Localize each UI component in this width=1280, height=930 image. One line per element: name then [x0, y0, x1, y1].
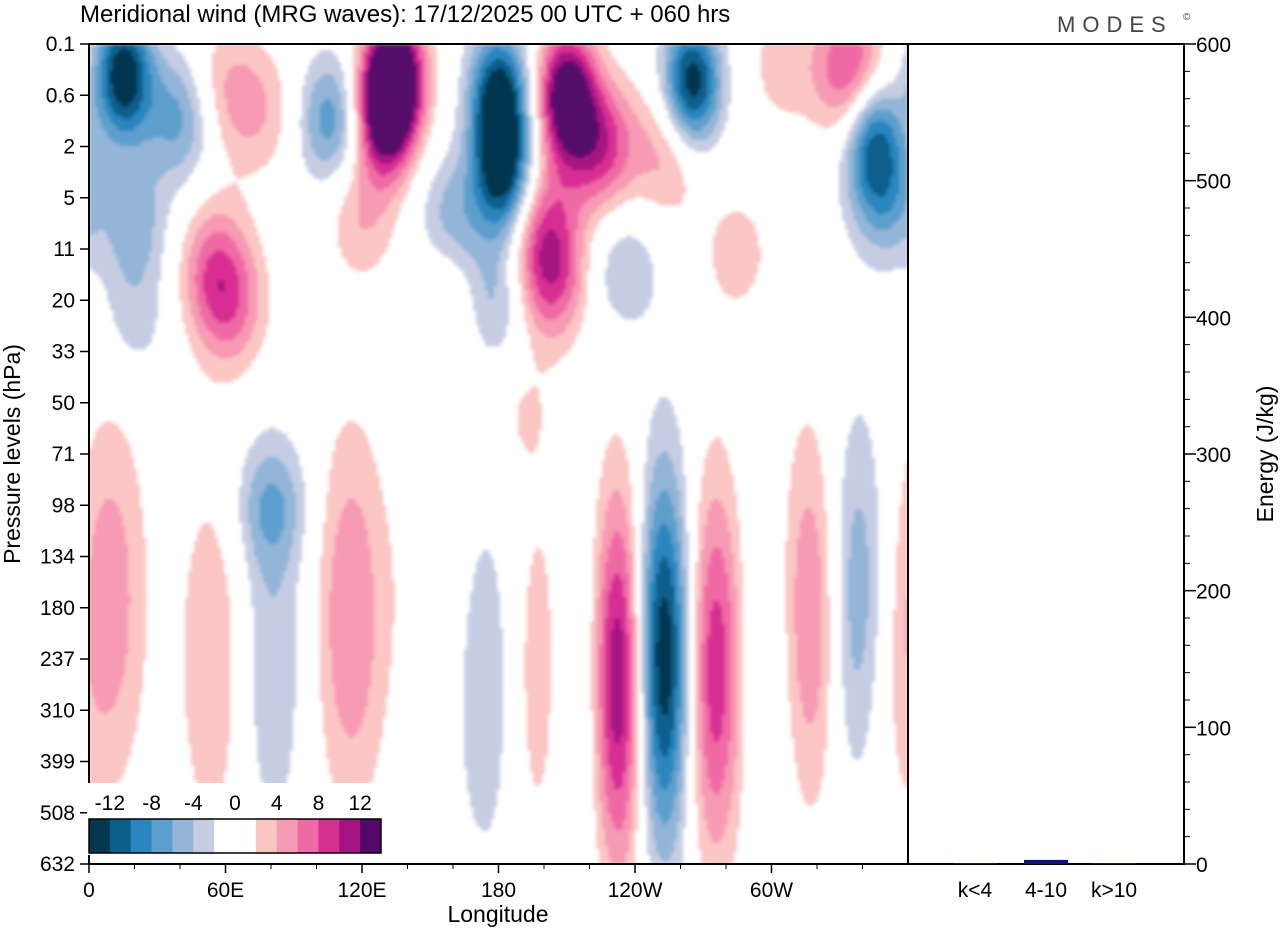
energy-category-label: k<4: [958, 879, 993, 902]
y-tick-label: 2: [63, 136, 75, 159]
y-tick-label: 33: [52, 341, 75, 364]
colorbar-label: 4: [271, 792, 283, 815]
x-tick-label: 0: [83, 879, 95, 902]
x-tick-label: 60E: [207, 879, 244, 902]
y-tick-label: 134: [40, 546, 75, 569]
colorbar-swatch: [297, 819, 319, 853]
x-axis-ticks: [88, 864, 863, 873]
y-tick-label: 180: [40, 597, 75, 620]
y-tick-label: 0.6: [46, 84, 75, 107]
colorbar-label: -8: [142, 792, 161, 815]
colorbar-swatch: [172, 819, 194, 853]
y-tick-label: 20: [52, 289, 75, 312]
colorbar-label: 8: [313, 792, 325, 815]
y-tick-label: 399: [40, 751, 75, 774]
x-tick-label: 120W: [608, 879, 663, 902]
energy-axis-ticks: 0 100 200 300 400 500 600: [1184, 34, 1231, 877]
chart-title: Meridional wind (MRG waves): 17/12/2025 …: [80, 1, 730, 28]
y-axis-ticks: [80, 43, 89, 865]
colorbar-label: 12: [348, 792, 371, 815]
x-tick-label: 120E: [337, 879, 386, 902]
energy-bar: [1092, 863, 1136, 864]
colorbar-swatch: [109, 819, 132, 853]
energy-tick-label: 0: [1196, 854, 1208, 877]
brand-mark: ©: [1183, 12, 1191, 23]
energy-bar: [953, 863, 997, 864]
x-tick-label: 60W: [750, 879, 793, 902]
y-tick-label: 98: [52, 494, 75, 517]
energy-bar: [1024, 859, 1068, 864]
y-tick-label: 71: [52, 443, 75, 466]
colorbar-label: 0: [229, 792, 241, 815]
energy-category-label: 4-10: [1025, 879, 1067, 902]
energy-tick-label: 500: [1196, 171, 1231, 194]
brand-logo: MODES: [1057, 12, 1173, 37]
energy-category-labels: k<4 4-10 k>10: [958, 879, 1137, 902]
colorbar-label: -12: [95, 792, 125, 815]
y-tick-label: 11: [53, 238, 75, 261]
y-axis-title: Pressure levels (hPa): [0, 344, 25, 564]
energy-axis-title: Energy (J/kg): [1252, 386, 1278, 523]
y-tick-label: 0.1: [46, 33, 75, 56]
colorbar: -12 -8 -4 0 4 8 12: [87, 783, 383, 855]
colorbar-frame: [88, 818, 382, 854]
energy-bars: [953, 859, 1136, 864]
colorbar-swatch: [318, 819, 340, 853]
energy-category-label: k>10: [1091, 879, 1137, 902]
x-axis-labels: 0 60E 120E 180 120W 60W: [83, 879, 793, 902]
x-tick-label: 180: [481, 879, 516, 902]
y-tick-label: 50: [52, 392, 75, 415]
colorbar-swatch: [255, 819, 278, 853]
x-axis-title: Longitude: [447, 901, 548, 927]
colorbar-label: -4: [184, 792, 203, 815]
y-axis-labels: 0.1 0.6 2 5 11 20 33 50 71 98 134 180 237 310 399 508 63…: [40, 33, 75, 876]
energy-tick-label: 200: [1196, 581, 1231, 604]
colorbar-swatch: [276, 819, 299, 853]
colorbar-swatch: [89, 819, 111, 853]
colorbar-swatch: [339, 819, 361, 853]
energy-tick-label: 400: [1196, 307, 1231, 330]
colorbar-swatch: [235, 819, 257, 853]
contour-field-image: [89, 44, 908, 864]
colorbar-swatch: [360, 819, 382, 853]
colorbar-swatch: [151, 819, 173, 853]
energy-tick-label: 600: [1196, 34, 1231, 57]
colorbar-swatch: [214, 819, 236, 853]
contour-field: [89, 44, 908, 864]
y-tick-label: 5: [63, 187, 75, 210]
energy-tick-label: 300: [1196, 444, 1231, 467]
y-tick-label: 508: [40, 802, 75, 825]
colorbar-swatch: [130, 819, 153, 853]
y-tick-label: 237: [40, 648, 75, 671]
energy-panel-frame: [907, 43, 1185, 865]
colorbar-swatch: [193, 819, 215, 853]
y-tick-label: 632: [40, 853, 75, 876]
energy-tick-label: 100: [1196, 717, 1231, 740]
y-tick-label: 310: [40, 699, 75, 722]
